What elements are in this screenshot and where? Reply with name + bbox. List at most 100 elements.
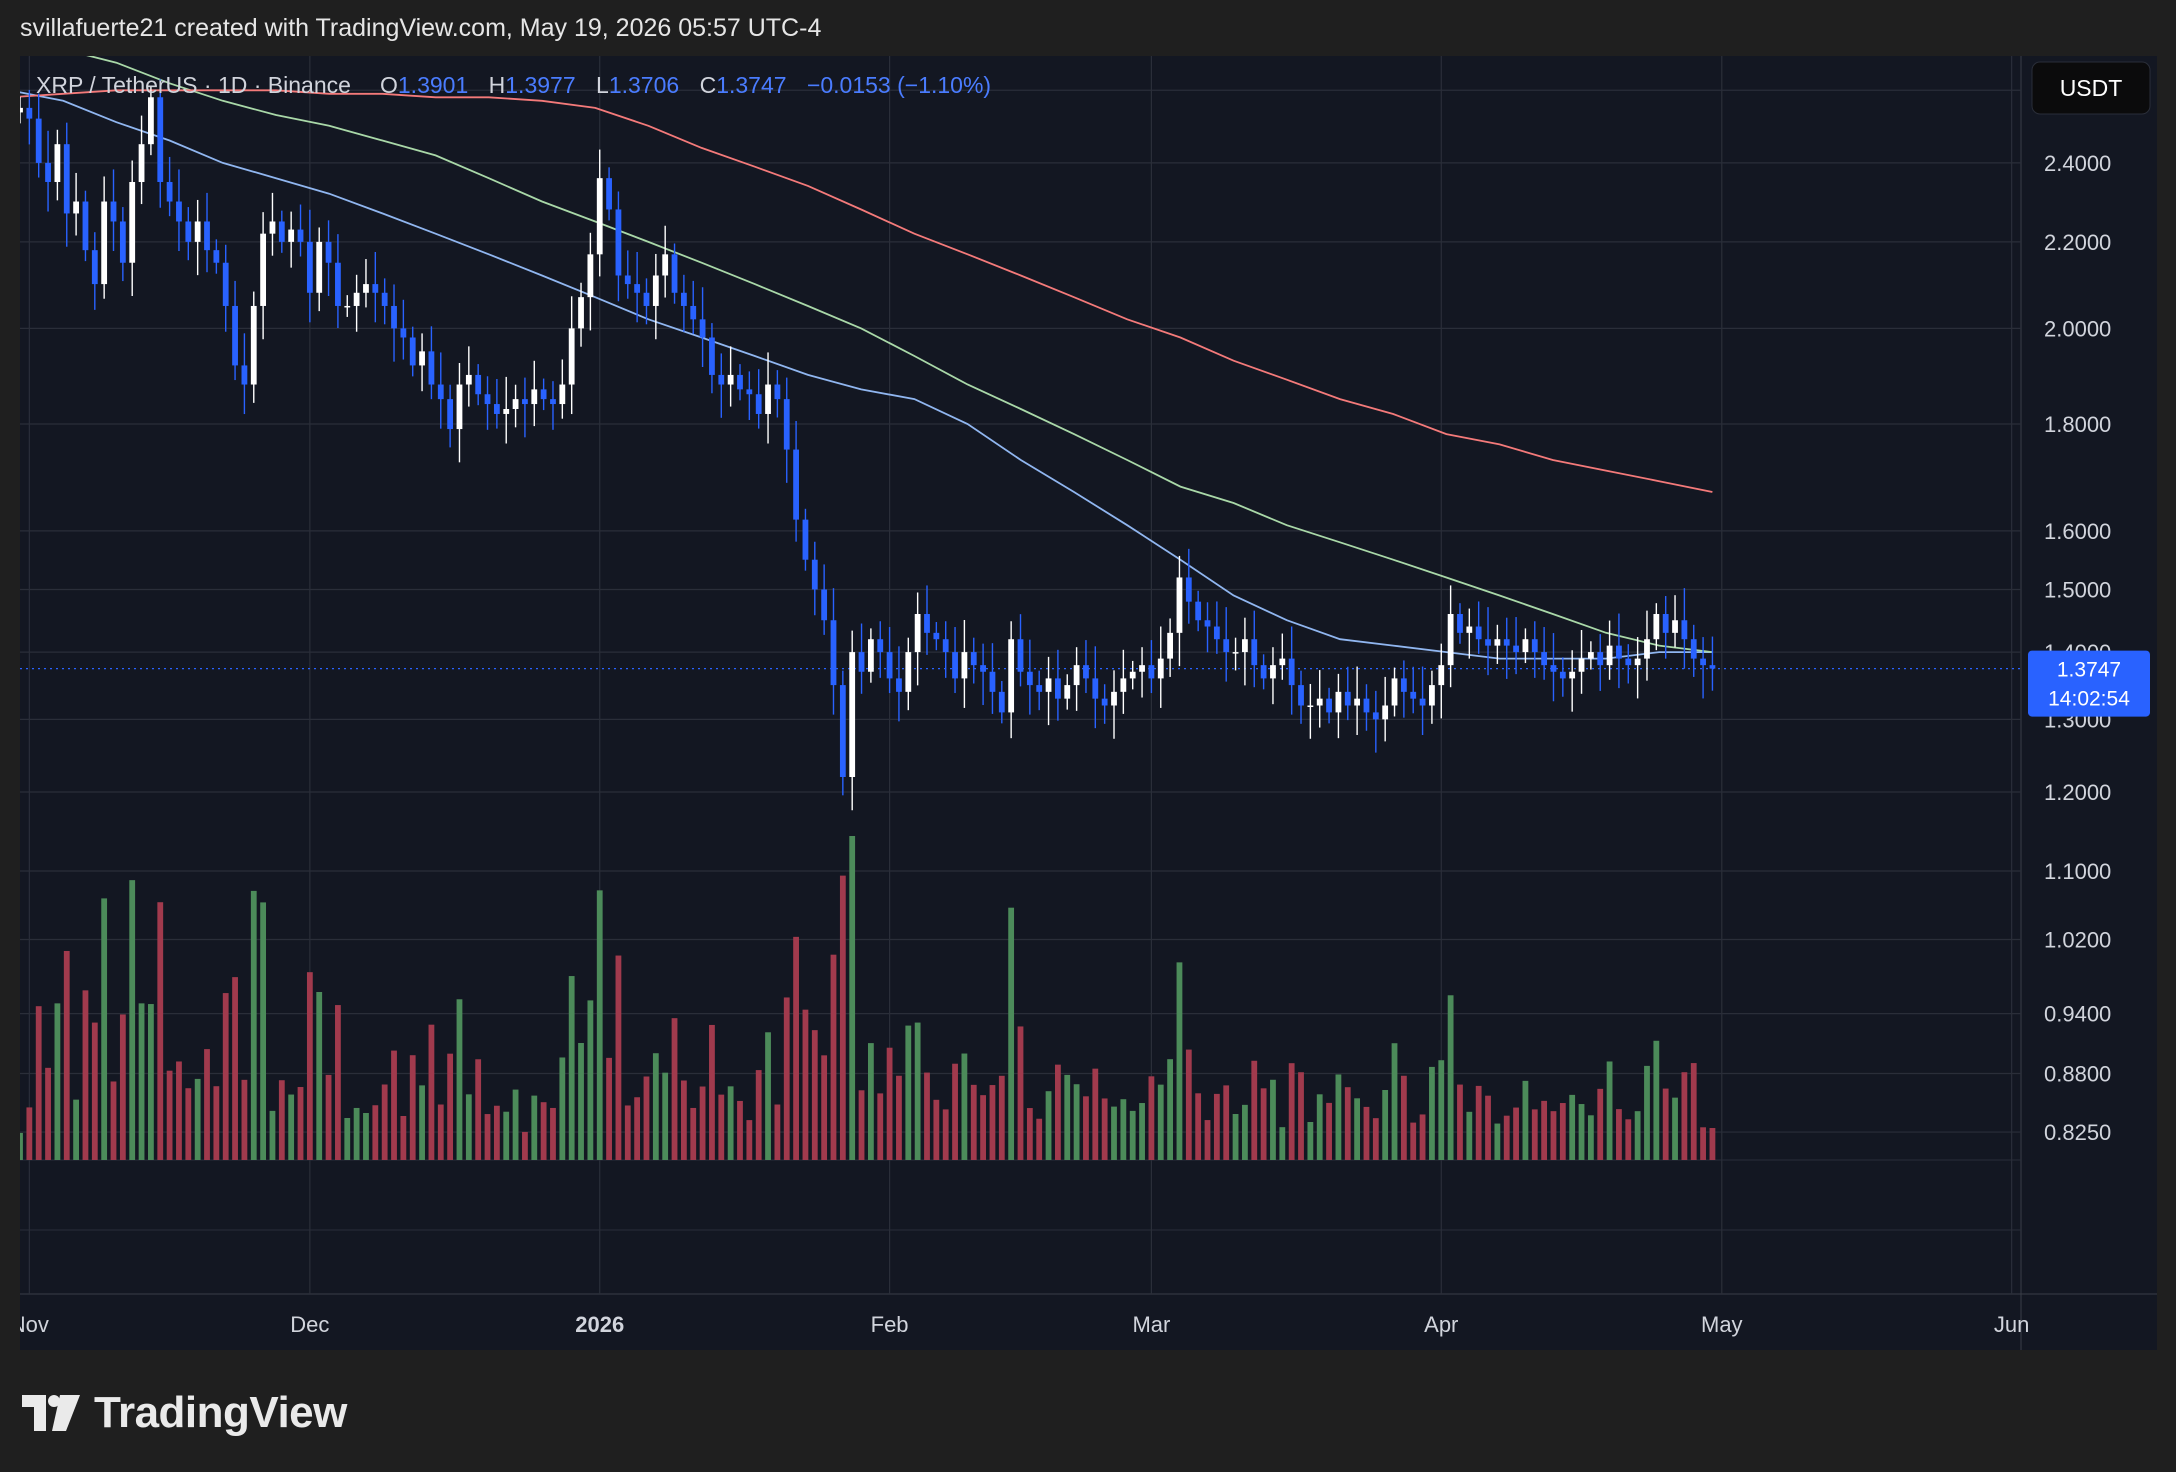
volume-bar [1531, 1109, 1538, 1160]
volume-bar [1120, 1099, 1127, 1160]
volume-bar [269, 1110, 276, 1160]
moving-average-line [20, 89, 1713, 493]
candle-body [1204, 620, 1211, 627]
volume-bar [1316, 1094, 1323, 1160]
volume-bar [1232, 1114, 1239, 1160]
candle-body [1167, 632, 1174, 659]
volume-bar [1036, 1118, 1043, 1160]
candle-body [867, 639, 874, 672]
y-tick-label: 0.8250 [2044, 1120, 2111, 1145]
price-chart[interactable]: 2.60002.40002.20002.00001.80001.60001.50… [20, 56, 2157, 1350]
candle-body [176, 201, 182, 222]
volume-bar [1700, 1127, 1706, 1160]
candle-body [531, 389, 538, 405]
candle-body [204, 221, 210, 251]
volume-bar [297, 1087, 304, 1160]
candle-body [456, 384, 463, 430]
volume-bar [1073, 1084, 1080, 1160]
candle-body [802, 519, 809, 560]
candle-body [1672, 620, 1678, 633]
volume-bar [1344, 1087, 1351, 1160]
legend-change: −0.0153 (−1.10%) [807, 72, 991, 98]
candle-body [1700, 658, 1706, 666]
volume-bar [615, 955, 622, 1160]
legend-close-value: 1.3747 [716, 72, 786, 98]
candle-body [325, 241, 332, 263]
currency-button[interactable]: USDT [2031, 61, 2151, 115]
candle-body [1522, 639, 1529, 653]
volume-bar [1167, 1059, 1174, 1160]
candle-body [858, 652, 865, 672]
candle-body [1382, 705, 1389, 720]
y-tick-label: 0.8800 [2044, 1061, 2111, 1086]
volume-bar [213, 1086, 220, 1160]
candle-body [1223, 639, 1230, 653]
candle-body [437, 384, 444, 400]
candle-body [241, 365, 248, 385]
legend-high-value: 1.3977 [505, 72, 575, 98]
volume-bar [278, 1080, 285, 1160]
candle-body [1176, 577, 1183, 633]
candle-body [961, 652, 968, 679]
volume-bar [325, 1074, 332, 1160]
candle-body [578, 297, 584, 329]
candle-body [1634, 658, 1641, 666]
candle-body [101, 201, 108, 285]
candle-body [1578, 658, 1585, 672]
volume-bar [1176, 962, 1183, 1160]
candle-body [1064, 685, 1071, 699]
volume-bar [1129, 1110, 1136, 1160]
volume-bar [690, 1107, 697, 1160]
volume-bar [1354, 1098, 1361, 1160]
volume-bar [830, 954, 837, 1160]
candle-body [297, 229, 304, 242]
volume-bar [727, 1086, 734, 1160]
candle-body [1148, 665, 1155, 679]
candle-body [1550, 665, 1557, 672]
candle-body [1466, 626, 1473, 633]
volume-bar [344, 1118, 351, 1160]
candle-body [91, 250, 98, 285]
volume-bar [718, 1094, 725, 1160]
volume-bar [1260, 1088, 1267, 1160]
volume-bar [1616, 1109, 1622, 1160]
volume-bar [157, 902, 164, 1160]
volume-bar [1625, 1119, 1632, 1160]
volume-bar [110, 1081, 117, 1160]
legend-open-value: 1.3901 [398, 72, 468, 98]
volume-bar [634, 1097, 641, 1160]
candle-body [774, 384, 781, 400]
volume-bar [1400, 1075, 1407, 1160]
candle-body [250, 305, 257, 385]
volume-bar [1681, 1072, 1688, 1160]
volume-bar [73, 1099, 80, 1160]
candle-body [82, 201, 89, 251]
candle-body [718, 374, 725, 385]
candle-body [400, 328, 407, 338]
candle-body [559, 384, 566, 405]
last-price-label: 1.3747 [2057, 659, 2121, 682]
candle-body [1288, 658, 1295, 686]
candle-body [877, 639, 884, 653]
candle-body [54, 144, 61, 183]
volume-bar [578, 1043, 584, 1160]
candle-body [849, 652, 856, 777]
volume-bar [1391, 1043, 1398, 1160]
tradingview-wordmark: TradingView [94, 1388, 347, 1437]
volume-bar [409, 1055, 416, 1160]
volume-bar [1466, 1111, 1473, 1160]
volume-bar [26, 1107, 33, 1160]
candle-body [1503, 639, 1510, 646]
candle-body [1438, 665, 1445, 686]
legend: XRP / TetherUS · 1D · Binance O1.3901 H1… [36, 72, 991, 98]
candle-body [1457, 614, 1463, 633]
candle-body [727, 374, 734, 385]
volume-bar [250, 890, 257, 1160]
y-tick-label: 1.0200 [2044, 928, 2111, 953]
volume-bars [20, 836, 1716, 1160]
currency-button-label[interactable]: USDT [2060, 75, 2123, 101]
volume-bar [858, 1090, 865, 1160]
chart-area[interactable]: 2.60002.40002.20002.00001.80001.60001.50… [20, 56, 2157, 1350]
y-tick-label: 1.8000 [2044, 412, 2111, 437]
candle-body [1513, 645, 1519, 653]
